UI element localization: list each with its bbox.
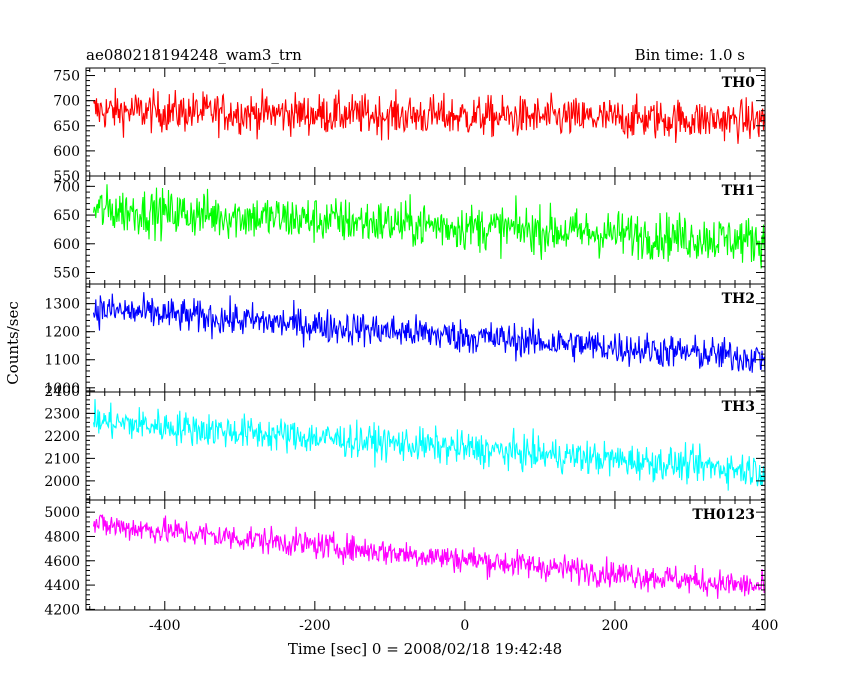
panel-th1: 550 600 650 700 TH1 bbox=[53, 175, 766, 285]
panel-th0: 550 600 650 700 750 TH0 bbox=[53, 67, 766, 185]
y-tick-label: 4800 bbox=[44, 529, 80, 545]
chart-title: ae080218194248_wam3_trn bbox=[86, 46, 302, 64]
panel-frame bbox=[85, 499, 766, 611]
x-tick-label: -400 bbox=[149, 618, 180, 634]
y-tick-label: 550 bbox=[53, 266, 80, 282]
y-tick-label: 4600 bbox=[44, 554, 80, 570]
y-tick-label: 700 bbox=[53, 94, 80, 110]
y-tick-label: 2400 bbox=[44, 384, 80, 400]
y-tick-label: 750 bbox=[53, 69, 80, 85]
series-line-th2 bbox=[92, 292, 765, 374]
y-tick-label: 4400 bbox=[44, 578, 80, 594]
y-tick-label: 2100 bbox=[44, 451, 80, 467]
x-axis-label: Time [sec] 0 = 2008/02/18 19:42:48 bbox=[288, 640, 562, 658]
series-line-th0123 bbox=[92, 514, 765, 599]
series-line-th1 bbox=[92, 184, 765, 269]
x-tick-label: 400 bbox=[752, 618, 779, 634]
y-tick-label: 2200 bbox=[44, 429, 80, 445]
y-tick-label: 1000 bbox=[44, 381, 80, 397]
chart-subtitle: Bin time: 1.0 s bbox=[635, 46, 745, 64]
y-tick-label: 5000 bbox=[44, 505, 80, 521]
panel-th3: 2000 2100 2200 2300 2400 TH3 bbox=[44, 384, 766, 501]
y-axis-label: Counts/sec bbox=[4, 301, 22, 385]
panels-group: 550 600 650 700 750 TH0 550 600 650 700 TH1 1000 110… bbox=[44, 67, 766, 618]
y-tick-label: 600 bbox=[53, 144, 80, 160]
y-tick-label: 1300 bbox=[44, 297, 80, 313]
panel-label-th0: TH0 bbox=[722, 75, 756, 91]
y-tick-label: 2000 bbox=[44, 474, 80, 490]
series-line-th0 bbox=[92, 87, 765, 144]
x-axis: -400 -200 0 200 400 bbox=[149, 618, 778, 634]
panel-label-th2: TH2 bbox=[722, 291, 755, 307]
panel-th2: 1000 1100 1200 1300 TH2 bbox=[44, 283, 766, 397]
y-tick-label: 600 bbox=[53, 237, 80, 253]
y-tick-label: 700 bbox=[53, 179, 80, 195]
x-tick-label: 200 bbox=[602, 618, 629, 634]
y-tick-label: 650 bbox=[53, 119, 80, 135]
panel-label-th0123: TH0123 bbox=[692, 507, 755, 523]
panel-label-th3: TH3 bbox=[722, 399, 755, 415]
x-tick-label: 0 bbox=[460, 618, 469, 634]
y-tick-label: 550 bbox=[53, 169, 80, 185]
y-tick-label: 650 bbox=[53, 208, 80, 224]
y-tick-label: 2300 bbox=[44, 406, 80, 422]
panel-th0123: 4200 4400 4600 4800 5000 TH0123 bbox=[44, 499, 766, 618]
x-tick-label: -200 bbox=[299, 618, 330, 634]
y-tick-label: 1100 bbox=[44, 353, 80, 369]
y-tick-label: 4200 bbox=[44, 602, 80, 618]
panel-label-th1: TH1 bbox=[722, 183, 755, 199]
series-line-th3 bbox=[92, 399, 765, 491]
y-tick-label: 1200 bbox=[44, 325, 80, 341]
